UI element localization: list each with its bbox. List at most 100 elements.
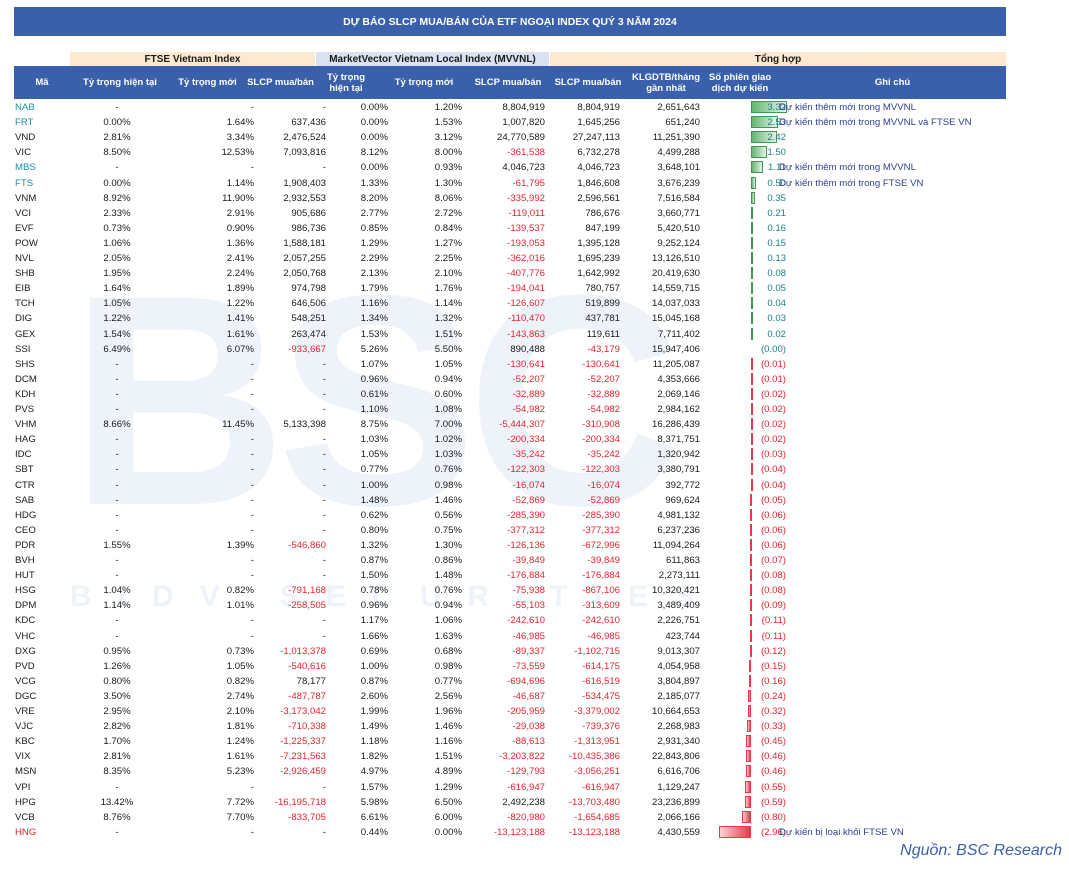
cell-klgdtb: 392,772 — [665, 479, 700, 491]
table-row: VJC 2.82% 1.81% -710,338 1.49% 1.46% -29,038 -7… — [14, 719, 1006, 734]
report-title: DỰ BÁO SLCP MUA/BÁN CỦA ETF NGOẠI INDEX … — [14, 7, 1006, 36]
cell-klgdtb: 3,489,409 — [657, 600, 700, 612]
cell-total-slcp: -200,334 — [582, 434, 620, 446]
cell-mv-new: 0.98% — [434, 479, 462, 491]
cell-total-slcp: -310,908 — [582, 419, 620, 431]
cell-mv-new: 1.30% — [434, 539, 462, 551]
cell-sessions: (0.05) — [760, 494, 786, 506]
cell-ftse-new: - — [250, 388, 254, 400]
cell-ftse-slcp: -2,926,459 — [280, 766, 326, 778]
cell-ftse-current: 1.55% — [103, 539, 131, 551]
cell-mv-current: 0.61% — [360, 388, 388, 400]
cell-mv-slcp: -3,203,822 — [499, 751, 545, 763]
cell-ftse-slcp: 1,908,403 — [283, 177, 326, 189]
sessions-data-bar — [750, 372, 753, 385]
cell-ftse-new: 2.41% — [226, 253, 254, 264]
cell-total-slcp: -54,982 — [587, 404, 620, 415]
cell-sessions: (0.24) — [760, 690, 786, 702]
cell-total-slcp: -1,654,685 — [574, 811, 620, 823]
cell-mv-new: 1.46% — [434, 721, 462, 733]
cell-mv-new: 1.06% — [434, 615, 462, 627]
cell-mv-new: 1.03% — [434, 449, 462, 461]
cell-ftse-new: 1.39% — [226, 539, 254, 551]
cell-ticker: TCH — [15, 298, 35, 310]
table-row: PVD 1.26% 1.05% -540,616 1.00% 0.98% -73,559 -6… — [14, 659, 1006, 674]
cell-total-slcp: -52,207 — [587, 373, 620, 385]
cell-mv-new: 2.72% — [434, 207, 462, 219]
table-row: TCH 1.05% 1.22% 646,506 1.16% 1.14% -126,607 51… — [14, 296, 1006, 311]
cell-sessions: (0.04) — [760, 479, 786, 491]
cell-ticker: HDG — [15, 509, 37, 521]
cell-mv-slcp: -110,470 — [507, 313, 545, 325]
cell-ticker: POW — [15, 237, 38, 249]
cell-ftse-slcp: -791,168 — [288, 585, 326, 597]
cell-klgdtb: 4,981,132 — [657, 509, 700, 521]
table-row: KDC - - - 1.17% 1.06% -242,610 -242,610 2,226,75… — [14, 613, 1006, 628]
cell-total-slcp: -43,179 — [587, 343, 620, 355]
cell-ticker: DGC — [15, 690, 37, 702]
cell-mv-current: 1.32% — [360, 539, 388, 551]
cell-mv-slcp: -130,641 — [507, 358, 545, 370]
cell-total-slcp: -616,947 — [582, 781, 620, 793]
cell-total-slcp: -39,849 — [587, 555, 620, 566]
cell-mv-new: 0.77% — [434, 675, 462, 687]
cell-ftse-new: 2.10% — [226, 706, 254, 717]
table-row: MBS - - - 0.00% 0.93% 4,046,723 4,046,723 3,648,… — [14, 160, 1006, 175]
cell-mv-new: 2.56% — [434, 690, 462, 702]
cell-mv-current: 0.00% — [360, 162, 388, 174]
cell-ticker: SHB — [15, 268, 35, 280]
bsc-watermark-subtitle: BIDV SECURITIES — [70, 580, 721, 613]
cell-klgdtb: 3,676,239 — [657, 177, 700, 189]
cell-ticker: FTS — [15, 177, 34, 189]
table-row: SSI 6.49% 6.07% -933,667 5.26% 5.50% 890,488 -4… — [14, 342, 1006, 357]
cell-klgdtb: 15,045,168 — [651, 313, 700, 325]
table-row: VCG 0.80% 0.82% 78,177 0.87% 0.77% -694,696 -61… — [14, 674, 1006, 689]
cell-ftse-current: 13.42% — [100, 796, 134, 808]
cell-ticker: SSI — [15, 343, 31, 355]
cell-ticker: MBS — [15, 162, 36, 174]
cell-ticker: EIB — [15, 283, 31, 295]
cell-klgdtb: 14,559,715 — [651, 283, 700, 295]
cell-mv-current: 0.69% — [360, 645, 388, 657]
cell-klgdtb: 5,420,510 — [657, 222, 700, 234]
cell-ftse-slcp: 974,798 — [291, 283, 326, 295]
cell-klgdtb: 15,947,406 — [651, 343, 700, 355]
cell-ftse-current: - — [115, 781, 119, 793]
cell-ftse-slcp: 5,133,398 — [283, 419, 326, 431]
cell-mv-slcp: 890,488 — [510, 343, 545, 355]
cell-mv-new: 8.00% — [434, 147, 462, 159]
cell-ticker: DIG — [15, 313, 33, 325]
cell-ftse-new: - — [250, 630, 254, 642]
cell-ftse-slcp: 2,050,768 — [283, 268, 326, 280]
cell-ftse-slcp: - — [322, 102, 326, 113]
cell-ftse-current: - — [115, 555, 119, 566]
cell-ftse-new: - — [250, 781, 254, 793]
cell-total-slcp: -10,435,386 — [568, 751, 620, 763]
cell-mv-new: 6.50% — [434, 796, 462, 808]
cell-ftse-slcp: 1,588,181 — [283, 237, 326, 249]
cell-ftse-new: 1.14% — [226, 177, 254, 189]
cell-ftse-new: 2.24% — [226, 268, 254, 280]
col-note: Ghi chú — [874, 77, 911, 88]
cell-total-slcp: 780,757 — [585, 283, 620, 295]
cell-sessions: 0.03 — [767, 313, 786, 325]
cell-ftse-slcp: - — [322, 479, 326, 491]
table-row: HSG 1.04% 0.82% -791,168 0.78% 0.76% -75,938 -8… — [14, 583, 1006, 598]
table-row: DIG 1.22% 1.41% 548,251 1.34% 1.32% -110,470 43… — [14, 311, 1006, 326]
sessions-data-bar — [749, 659, 752, 672]
cell-klgdtb: 6,237,236 — [657, 524, 700, 536]
cell-ftse-new: - — [250, 570, 254, 582]
cell-sessions: (0.02) — [760, 434, 786, 446]
cell-ticker: HPG — [15, 796, 36, 808]
cell-mv-new: 0.94% — [434, 600, 462, 612]
cell-ftse-current: - — [115, 102, 119, 113]
table-row: VNM 8.92% 11.90% 2,932,553 8.20% 8.06% -335,99… — [14, 191, 1006, 206]
cell-ftse-current: - — [115, 479, 119, 491]
cell-ftse-slcp: -546,860 — [288, 539, 326, 551]
cell-mv-current: 1.99% — [360, 706, 388, 717]
cell-mv-current: 1.82% — [360, 751, 388, 763]
cell-ftse-new: 1.24% — [226, 736, 254, 748]
cell-mv-current: 1.79% — [360, 283, 388, 295]
cell-ticker: VHC — [15, 630, 36, 642]
cell-klgdtb: 13,126,510 — [651, 253, 700, 264]
